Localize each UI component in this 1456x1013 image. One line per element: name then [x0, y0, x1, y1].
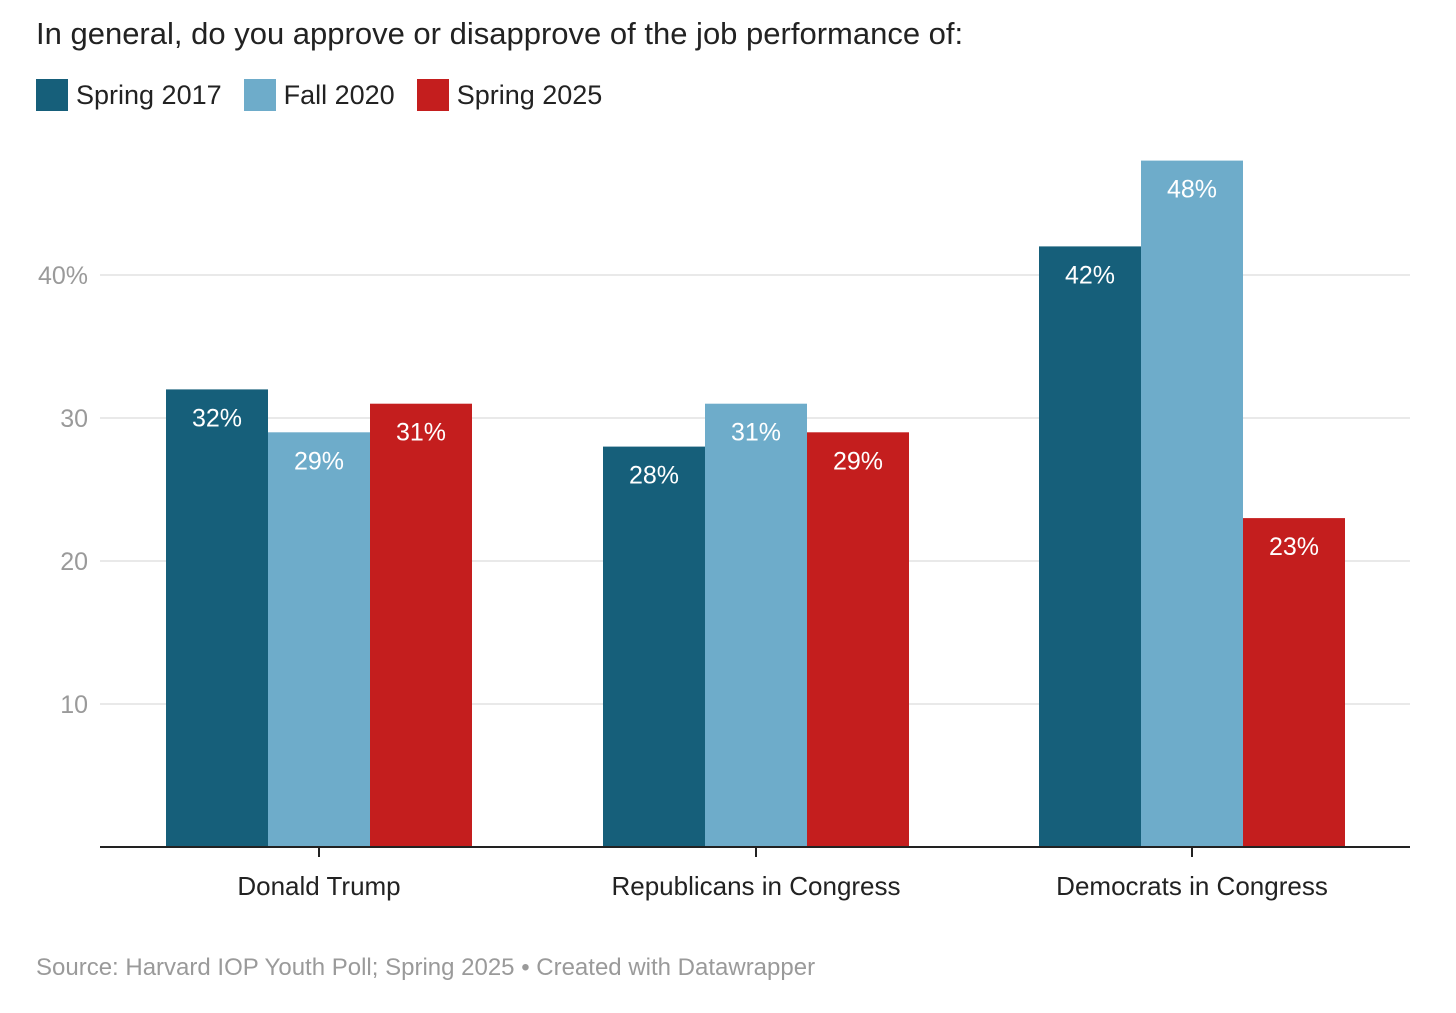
- legend-item-spring-2017: Spring 2017: [36, 79, 222, 111]
- legend-label-fall-2020: Fall 2020: [283, 79, 395, 110]
- y-tick-label: 10: [60, 691, 88, 719]
- legend-swatch-fall-2020: [243, 79, 276, 111]
- x-tick-label: Republicans in Congress: [611, 871, 900, 901]
- legend-item-fall-2020: Fall 2020: [243, 79, 395, 111]
- chart-title: In general, do you approve or disapprove…: [36, 16, 964, 51]
- bar: [807, 432, 909, 847]
- bar: [166, 389, 268, 847]
- legend-swatch-spring-2017: [36, 79, 68, 111]
- bar: [370, 403, 472, 847]
- bar: [705, 403, 807, 847]
- bar: [1141, 160, 1243, 848]
- data-label: 32%: [192, 404, 242, 432]
- y-tick-label: 30: [60, 405, 88, 433]
- y-tick-label: 20: [60, 548, 88, 576]
- legend-swatch-spring-2025: [416, 79, 449, 111]
- legend-item-spring-2025: Spring 2025: [416, 79, 603, 111]
- data-label: 29%: [294, 447, 344, 475]
- bar: [1039, 246, 1141, 847]
- data-label: 28%: [629, 462, 679, 490]
- data-label: 31%: [731, 419, 781, 447]
- data-label: 31%: [396, 419, 446, 447]
- data-label: 29%: [833, 447, 883, 475]
- legend-label-spring-2017: Spring 2017: [76, 79, 222, 110]
- y-tick-label: 40%: [38, 262, 88, 290]
- bar: [268, 432, 370, 847]
- data-label: 23%: [1269, 533, 1319, 561]
- bar: [1243, 518, 1345, 847]
- bar: [603, 446, 705, 847]
- data-label: 48%: [1167, 176, 1217, 204]
- x-tick-label: Democrats in Congress: [1056, 871, 1328, 901]
- legend-label-spring-2025: Spring 2025: [456, 79, 603, 110]
- data-label: 42%: [1065, 261, 1115, 289]
- legend: Spring 2017 Fall 2020 Spring 2025: [36, 78, 624, 112]
- x-tick-label: Donald Trump: [237, 871, 400, 901]
- source-note: Source: Harvard IOP Youth Poll; Spring 2…: [36, 954, 816, 981]
